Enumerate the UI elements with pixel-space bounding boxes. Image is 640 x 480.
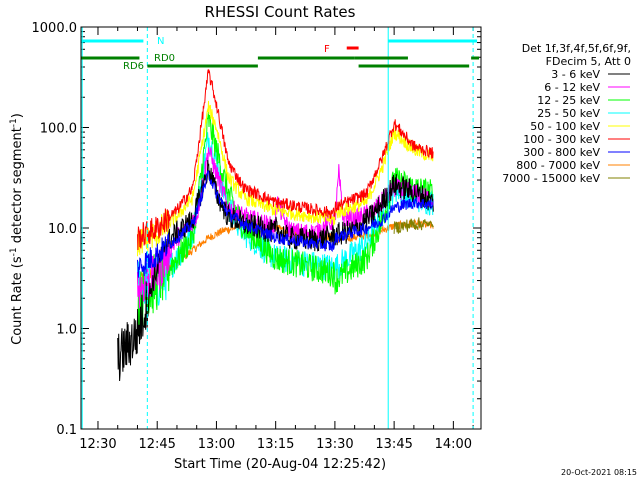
x-tick-label: 12:45: [138, 437, 175, 452]
night-label: N: [157, 36, 164, 47]
y-axis-label-sup1: -1: [9, 247, 19, 256]
y-axis-label: Count Rate (s-1 detector segment-1): [9, 113, 25, 345]
y-tick-label: 1.0: [56, 323, 77, 338]
series-line-7000-15000keV: [393, 217, 434, 234]
flare-label: F: [324, 44, 330, 55]
x-axis-label: Start Time (20-Aug-04 12:25:42): [174, 457, 386, 472]
legend-label: 300 - 800 keV: [523, 146, 600, 159]
x-tick-label: 13:00: [198, 437, 235, 452]
x-tick-label: 14:00: [435, 437, 472, 452]
legend-header-line1: Det 1f,3f,4f,5f,6f,9f,: [522, 42, 631, 55]
legend-label: 100 - 300 keV: [523, 133, 600, 146]
y-axis-label-sup2: -1: [9, 118, 19, 127]
rd0-label: RD0: [154, 53, 175, 64]
legend-label: 50 - 100 keV: [530, 120, 600, 133]
legend: Det 1f,3f,4f,5f,6f,9f, FDecim 5, Att 0 3…: [502, 42, 631, 185]
y-tick-label: 0.1: [56, 423, 77, 438]
y-axis-label-part3: ): [10, 113, 25, 118]
y-tick-label: 1000.0: [32, 21, 78, 36]
legend-label: 3 - 6 keV: [551, 68, 600, 81]
timestamp: 20-Oct-2021 08:15: [561, 468, 637, 477]
legend-label: 6 - 12 keV: [544, 81, 600, 94]
x-tick-label: 13:30: [316, 437, 353, 452]
x-tick-label: 12:30: [79, 437, 116, 452]
x-tick-label: 13:45: [375, 437, 412, 452]
series-line-100-300keV: [137, 68, 434, 251]
legend-header-line2: FDecim 5, Att 0: [546, 55, 631, 68]
x-tick-label: 13:15: [257, 437, 294, 452]
rd6-label: RD6: [123, 61, 144, 72]
chart-title: RHESSI Count Rates: [205, 3, 356, 21]
series-line-50-100keV: [137, 100, 434, 257]
legend-label: 12 - 25 keV: [537, 94, 600, 107]
series-line-12-25keV: [137, 111, 434, 333]
legend-label: 800 - 7000 keV: [516, 159, 600, 172]
series-line-3-6keV: [117, 159, 434, 382]
y-axis-label-part1: Count Rate (s: [10, 256, 25, 345]
plot-frame: [80, 26, 482, 430]
legend-label: 7000 - 15000 keV: [502, 172, 600, 185]
series-line-300-800keV: [137, 170, 434, 278]
y-axis-label-part2: detector segment: [10, 127, 25, 247]
y-tick-label: 10.0: [48, 222, 77, 237]
y-tick-label: 100.0: [40, 122, 77, 137]
legend-label: 25 - 50 keV: [537, 107, 600, 120]
